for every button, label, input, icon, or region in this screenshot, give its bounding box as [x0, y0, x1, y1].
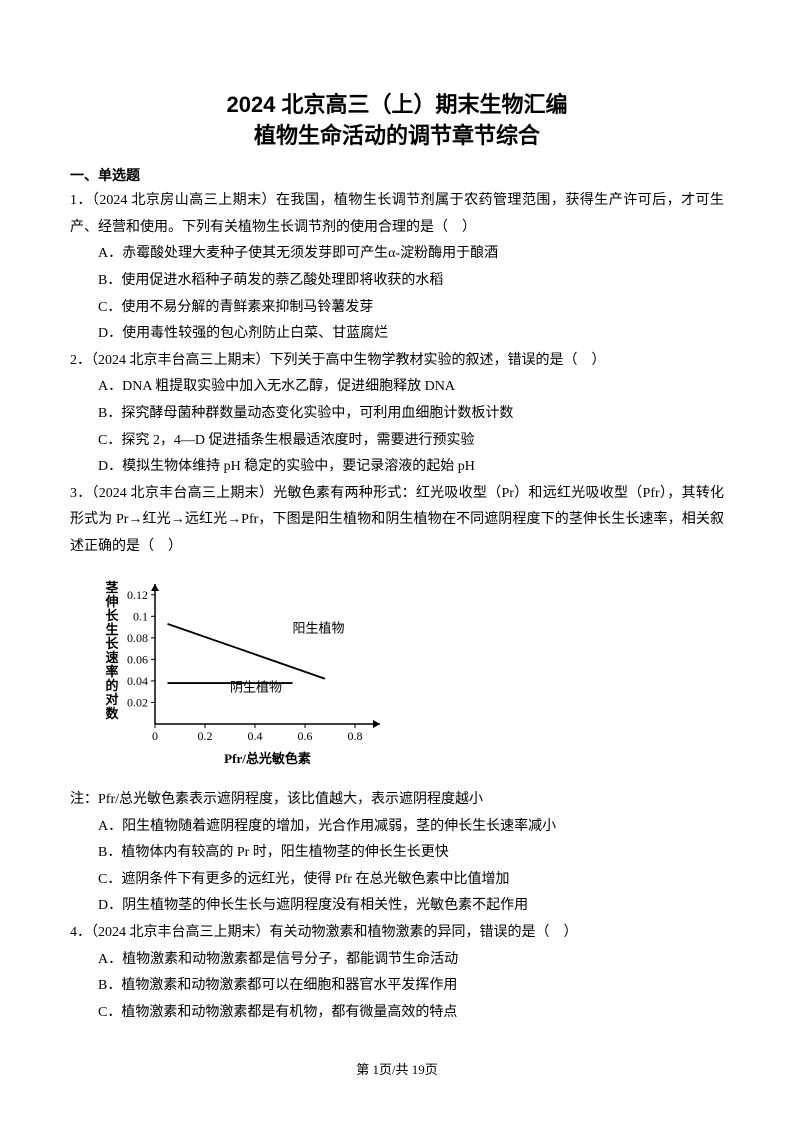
q4-option-a: A．植物激素和动物激素都是信号分子，都能调节生命活动	[70, 947, 724, 974]
svg-text:0.06: 0.06	[127, 652, 148, 666]
svg-text:0.02: 0.02	[127, 695, 148, 709]
stem-growth-chart: 0 0.2 0.4 0.6 0.8 0.02 0.04 0.06 0.08 0.1 0.12 Pfr/…	[100, 569, 400, 769]
svg-text:0.2: 0.2	[198, 729, 213, 743]
main-title: 2024 北京高三（上）期末生物汇编	[70, 90, 724, 121]
svg-text:0.04: 0.04	[127, 673, 148, 687]
q4-option-c: C．植物激素和动物激素都是有机物，都有微量高效的特点	[70, 1000, 724, 1027]
q3-chart: 0 0.2 0.4 0.6 0.8 0.02 0.04 0.06 0.08 0.1 0.12 Pfr/…	[100, 569, 724, 780]
q3-option-a: A．阳生植物随着遮阴程度的增加，光合作用减弱，茎的伸长生长速率减小	[70, 814, 724, 841]
q2-option-a: A．DNA 粗提取实验中加入无水乙醇，促进细胞释放 DNA	[70, 374, 724, 401]
q2-option-c: C．探究 2，4—D 促进插条生根最适浓度时，需要进行预实验	[70, 428, 724, 455]
svg-text:长: 长	[105, 608, 119, 623]
svg-text:0.1: 0.1	[133, 609, 148, 623]
svg-text:茎: 茎	[105, 580, 118, 595]
q1-option-b: B．使用促进水稻种子萌发的萘乙酸处理即将收获的水稻	[70, 268, 724, 295]
section-header-1: 一、单选题	[70, 162, 724, 189]
svg-text:阳生植物: 阳生植物	[293, 620, 345, 635]
q1-option-d: D．使用毒性较强的包心剂防止白菜、甘蓝腐烂	[70, 321, 724, 348]
q1-option-c: C．使用不易分解的青鲜素来抑制马铃薯发芽	[70, 295, 724, 322]
svg-text:Pfr/总光敏色素: Pfr/总光敏色素	[224, 751, 311, 766]
q2-stem: 2．（2024 北京丰台高三上期末）下列关于高中生物学教材实验的叙述，错误的是（…	[70, 348, 724, 375]
q3-stem: 3．（2024 北京丰台高三上期末）光敏色素有两种形式：红光吸收型（Pr）和远红…	[70, 481, 724, 561]
page-root: 2024 北京高三（上）期末生物汇编 植物生命活动的调节章节综合 一、单选题 1…	[0, 0, 794, 1123]
svg-text:伸: 伸	[104, 594, 118, 609]
q3-option-d: D．阴生植物茎的伸长生长与遮阴程度没有相关性，光敏色素不起作用	[70, 893, 724, 920]
svg-text:0.4: 0.4	[248, 729, 263, 743]
svg-text:生: 生	[105, 622, 118, 637]
q3-note: 注：Pfr/总光敏色素表示遮阴程度，该比值越大，表示遮阴程度越小	[70, 787, 724, 814]
sub-title: 植物生命活动的调节章节综合	[70, 121, 724, 152]
q4-stem: 4．（2024 北京丰台高三上期末）有关动物激素和植物激素的异同，错误的是（ ）	[70, 920, 724, 947]
page-footer: 第 1页/共 19页	[0, 1058, 794, 1083]
svg-text:0.08: 0.08	[127, 630, 148, 644]
q2-option-b: B．探究酵母菌种群数量动态变化实验中，可利用血细胞计数板计数	[70, 401, 724, 428]
q2-option-d: D．模拟生物体维持 pH 稳定的实验中，要记录溶液的起始 pH	[70, 454, 724, 481]
q3-option-c: C．遮阴条件下有更多的远红光，使得 Pfr 在总光敏色素中比值增加	[70, 867, 724, 894]
q1-option-a: A．赤霉酸处理大麦种子使其无须发芽即可产生α-淀粉酶用于酿酒	[70, 241, 724, 268]
svg-text:0.8: 0.8	[348, 729, 363, 743]
svg-text:速: 速	[105, 650, 118, 665]
svg-text:数: 数	[105, 706, 119, 721]
svg-text:对: 对	[105, 692, 118, 707]
svg-text:阴生植物: 阴生植物	[230, 679, 282, 694]
svg-text:0.12: 0.12	[127, 587, 148, 601]
svg-text:的: 的	[105, 678, 118, 693]
q4-option-b: B．植物激素和动物激素都可以在细胞和器官水平发挥作用	[70, 973, 724, 1000]
svg-text:0.6: 0.6	[298, 729, 313, 743]
svg-text:率: 率	[105, 664, 118, 679]
q1-stem: 1．（2024 北京房山高三上期末）在我国，植物生长调节剂属于农药管理范围，获得…	[70, 188, 724, 241]
svg-text:0: 0	[152, 729, 158, 743]
svg-text:长: 长	[105, 636, 119, 651]
q3-option-b: B．植物体内有较高的 Pr 时，阳生植物茎的伸长生长更快	[70, 840, 724, 867]
